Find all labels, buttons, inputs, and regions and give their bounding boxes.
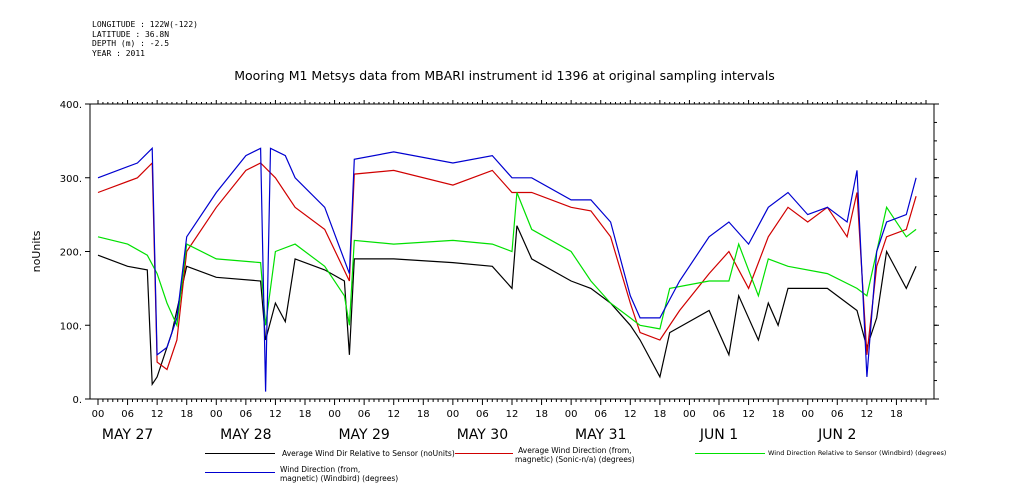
x-hour-label: 12 <box>624 409 637 420</box>
x-day-label: MAY 28 <box>220 427 271 443</box>
x-hour-label: 18 <box>180 409 193 420</box>
y-axis-label: noUnits <box>30 230 43 272</box>
x-hour-label: 18 <box>890 409 903 420</box>
series-line-0 <box>97 225 917 387</box>
x-hour-label: 18 <box>535 409 548 420</box>
x-hour-label: 06 <box>831 409 844 420</box>
series-line-2 <box>97 192 917 330</box>
x-hour-label: 12 <box>151 409 164 420</box>
x-hour-label: 06 <box>121 409 134 420</box>
legend-label-green: Wind Direction Relative to Sensor (Windb… <box>768 449 946 458</box>
y-tick-label: 200. <box>60 248 82 259</box>
series-line-3 <box>97 146 917 392</box>
x-hour-label: 06 <box>594 409 607 420</box>
x-hour-label: 06 <box>358 409 371 420</box>
x-hour-label: 18 <box>653 409 666 420</box>
x-hour-label: 00 <box>801 409 814 420</box>
series-line-1 <box>97 161 917 371</box>
year-label: YEAR : 2011 <box>92 48 145 58</box>
legend-label-black-line1: Average Wind Dir Relative to Sensor (noU… <box>282 449 455 458</box>
header-metadata: LONGITUDE : 122W(-122) LATITUDE : 36.8N … <box>92 20 198 58</box>
legend-label-red-line1: Average Wind Direction (from, <box>518 446 632 455</box>
legend-swatch-blue <box>205 472 275 473</box>
x-day-label: MAY 29 <box>338 427 389 443</box>
x-hour-label: 12 <box>742 409 755 420</box>
latitude-label: LATITUDE : 36.8N <box>92 29 170 39</box>
x-hour-label: 06 <box>476 409 489 420</box>
x-day-label: MAY 27 <box>102 427 153 443</box>
legend-swatch-red <box>455 453 513 454</box>
legend-swatch-green <box>695 453 765 454</box>
x-hour-label: 12 <box>269 409 282 420</box>
chart-title: Mooring M1 Metsys data from MBARI instru… <box>234 68 775 83</box>
x-day-label: MAY 30 <box>457 427 508 443</box>
x-hour-label: 00 <box>683 409 696 420</box>
x-hour-label: 00 <box>565 409 578 420</box>
x-hour-label: 06 <box>239 409 252 420</box>
legend-label-blue-line1: Wind Direction (from, <box>280 465 361 474</box>
x-hour-label: 18 <box>417 409 430 420</box>
legend-label-blue-line2: magnetic) (Windbird) (degrees) <box>280 474 399 483</box>
x-day-label: JUN 1 <box>699 427 738 443</box>
legend-label-red-line2: magnetic) (Sonic-n/a) (degrees) <box>515 455 635 464</box>
legend-label-blue: Wind Direction (from, magnetic) (Windbir… <box>280 465 398 483</box>
x-hour-label: 12 <box>387 409 400 420</box>
y-tick-label: 300. <box>60 174 82 185</box>
x-hour-label: 18 <box>772 409 785 420</box>
y-tick-label: 100. <box>60 321 82 332</box>
legend-label-red: Average Wind Direction (from, magnetic) … <box>515 446 635 464</box>
y-tick-label: 0. <box>72 395 82 406</box>
legend-label-black: Average Wind Dir Relative to Sensor (noU… <box>282 449 455 458</box>
x-day-label: JUN 2 <box>817 427 856 443</box>
y-tick-label: 400. <box>60 100 82 111</box>
legend-swatch-black <box>205 453 275 454</box>
x-hour-label: 12 <box>506 409 519 420</box>
x-hour-label: 00 <box>92 409 105 420</box>
x-day-label: MAY 31 <box>575 427 626 443</box>
depth-label: DEPTH (m) : -2.5 <box>92 39 170 48</box>
x-hour-label: 00 <box>328 409 341 420</box>
x-hour-label: 00 <box>446 409 459 420</box>
x-hour-label: 12 <box>860 409 873 420</box>
longitude-label: LONGITUDE : 122W(-122) <box>92 20 198 29</box>
x-hour-label: 00 <box>210 409 223 420</box>
legend-label-green-line1: Wind Direction Relative to Sensor (Windb… <box>768 449 947 457</box>
x-hour-label: 06 <box>713 409 726 420</box>
x-hour-label: 18 <box>299 409 312 420</box>
